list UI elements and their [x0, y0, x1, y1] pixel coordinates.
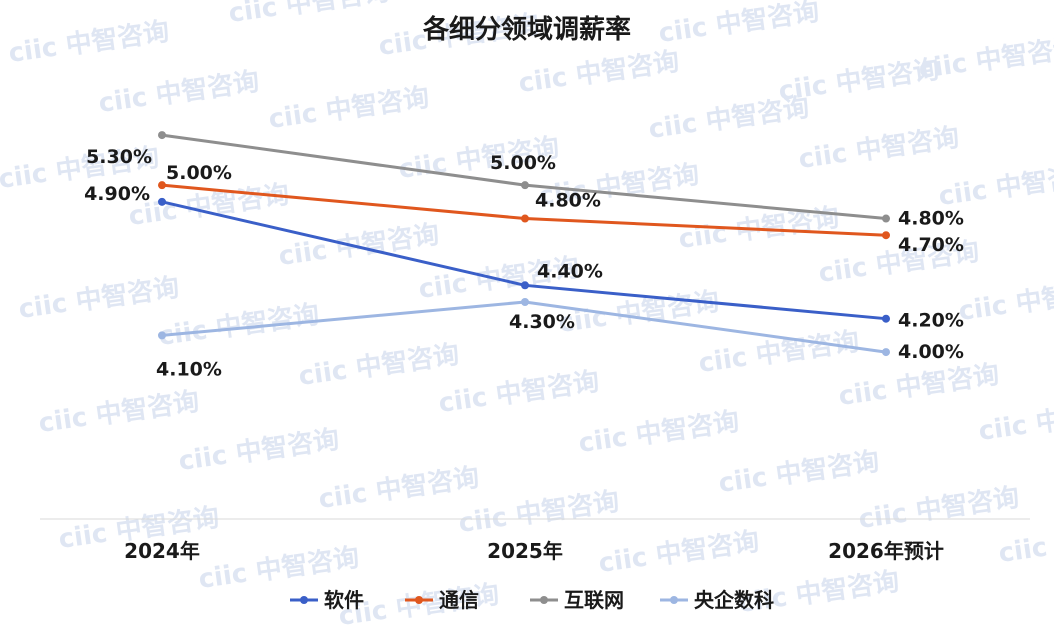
data-label-software: 4.90% — [84, 183, 150, 205]
watermark-text: ciic 中智咨询 — [177, 424, 341, 477]
data-point-software — [521, 281, 529, 290]
x-tick-label: 2025年 — [487, 539, 563, 563]
data-point-software — [158, 197, 166, 206]
watermark-text: ciic 中智咨询 — [17, 272, 181, 325]
data-label-telecom: 5.00% — [166, 162, 232, 184]
x-tick-label: 2026年预计 — [828, 539, 944, 563]
watermark-text: ciic 中智咨询 — [97, 66, 261, 119]
watermark-text: ciic 中智咨询 — [157, 299, 321, 352]
data-label-soe-digital: 4.10% — [156, 358, 222, 380]
watermark-text: ciic 中智咨询 — [577, 406, 741, 459]
data-label-software: 4.40% — [537, 260, 603, 282]
watermark-text: ciic 中智咨询 — [837, 359, 1001, 412]
legend-marker — [415, 596, 423, 604]
data-label-internet: 4.80% — [898, 208, 964, 230]
legend: 软件 通信 互联网 央企数科 — [290, 588, 774, 612]
watermark-text: ciic 中智咨询 — [197, 542, 361, 595]
data-label-software: 4.20% — [898, 310, 964, 332]
x-tick-labels: 2024年 2025年 2026年预计 — [124, 539, 944, 563]
watermark-text: ciic 中智咨询 — [37, 386, 201, 439]
watermark-text: ciic 中智咨询 — [797, 122, 961, 175]
watermark-text: ciic 中智咨询 — [457, 486, 621, 539]
watermark-text: ciic 中智咨询 — [717, 446, 881, 499]
watermark-text: ciic 中智咨询 — [597, 526, 761, 579]
watermark-text: ciic 中智咨询 — [437, 366, 601, 419]
data-point-soe-digital — [158, 331, 166, 340]
watermark-text: ciic 中智咨询 — [937, 159, 1054, 212]
watermark-text: ciic 中智咨询 — [957, 274, 1054, 327]
corner-mark: 大数跨境 — [12, 595, 124, 617]
data-point-soe-digital — [882, 348, 890, 357]
watermark-text: ciic 中智咨询 — [997, 516, 1054, 569]
data-label-telecom: 4.80% — [535, 190, 601, 212]
legend-label: 软件 — [324, 588, 364, 612]
data-labels-layer: 4.90% 4.40% 4.20% 5.00% 4.80% 4.70% 5.30% 5.00%… — [84, 146, 964, 380]
data-label-internet: 5.30% — [86, 146, 152, 168]
data-point-telecom — [521, 214, 529, 223]
x-tick-label: 2024年 — [124, 539, 200, 563]
watermark-text: ciic 中智咨询 — [657, 0, 821, 49]
legend-label: 通信 — [439, 588, 479, 612]
watermark-text: ciic 中智咨询 — [857, 482, 1021, 535]
watermark-text: ciic 中智咨询 — [227, 0, 391, 29]
watermark-text: ciic 中智咨询 — [697, 326, 861, 379]
data-point-internet — [158, 131, 166, 140]
data-label-telecom: 4.70% — [898, 234, 964, 256]
watermark-text: ciic 中智咨询 — [977, 394, 1054, 447]
watermark-text: ciic 中智咨询 — [297, 339, 461, 392]
data-label-internet: 5.00% — [490, 152, 556, 174]
data-point-telecom — [158, 181, 166, 190]
legend-label: 央企数科 — [694, 588, 774, 612]
legend-label: 互联网 — [564, 588, 624, 612]
chart-title: 各细分领域调薪率 — [422, 14, 631, 45]
watermark-text: ciic 中智咨询 — [647, 92, 811, 145]
data-label-soe-digital: 4.30% — [509, 311, 575, 333]
data-label-soe-digital: 4.00% — [898, 341, 964, 363]
legend-marker — [670, 596, 678, 604]
watermark-text: ciic 中智咨询 — [267, 82, 431, 135]
corner-logo-icon — [12, 595, 32, 615]
data-point-soe-digital — [521, 298, 529, 306]
corner-mark-text: 大数跨境 — [52, 596, 124, 617]
legend-marker — [300, 596, 308, 604]
watermark-text: ciic 中智咨询 — [317, 462, 481, 515]
data-point-internet — [521, 181, 529, 190]
data-point-internet — [882, 214, 890, 223]
watermark-text: ciic 中智咨询 — [7, 16, 171, 69]
data-point-software — [882, 314, 890, 323]
watermark-text: ciic 中智咨询 — [127, 179, 291, 232]
legend-marker — [540, 596, 548, 604]
watermark-text: ciic 中智咨询 — [917, 32, 1054, 85]
series-layer — [158, 131, 890, 357]
watermark-text: ciic 中智咨询 — [277, 219, 441, 272]
watermark-text: ciic 中智咨询 — [557, 286, 721, 339]
watermark-text: ciic 中智咨询 — [517, 46, 681, 99]
data-point-telecom — [882, 231, 890, 240]
